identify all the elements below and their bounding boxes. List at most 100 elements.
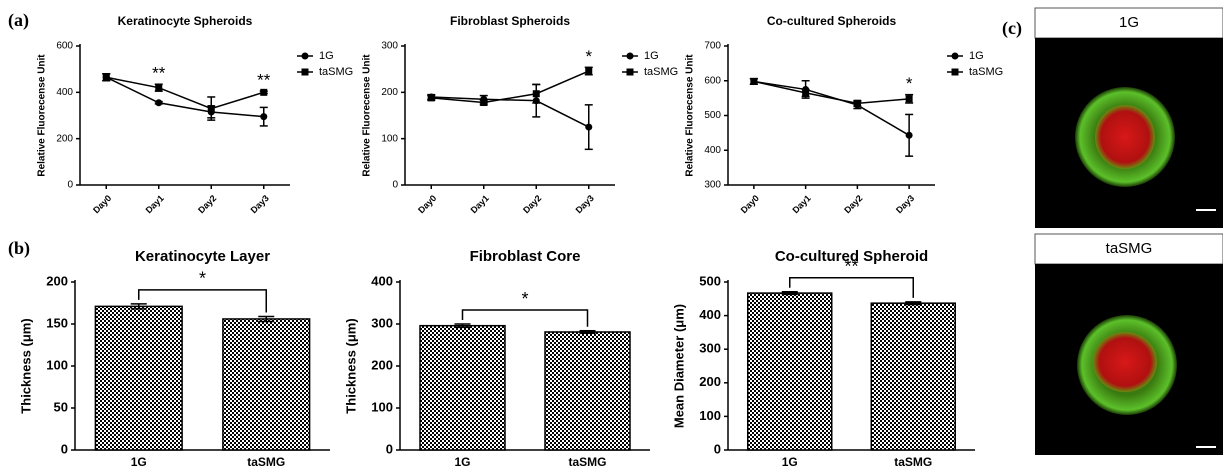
y-tick-label: 100 (699, 408, 721, 423)
series-line (106, 77, 264, 108)
y-tick-label: 100 (381, 133, 398, 144)
series-line (106, 77, 264, 116)
x-tick-label: Day1 (144, 193, 166, 215)
y-tick-label: 700 (704, 41, 721, 52)
y-tick-label: 300 (699, 341, 721, 356)
y-axis-label: Relative Fluorecense Unit (37, 54, 48, 177)
x-tick-label: taSMG (894, 455, 932, 469)
significance-label: ** (844, 256, 858, 276)
legend-label: taSMG (319, 66, 353, 78)
legend-marker (952, 53, 959, 60)
y-tick-label: 200 (699, 374, 721, 389)
significance-label: * (521, 289, 528, 309)
series-line (431, 97, 589, 127)
panel-label: (a) (8, 10, 29, 31)
marker (802, 89, 809, 96)
y-tick-label: 300 (371, 315, 393, 330)
chart-title: Keratinocyte Layer (135, 248, 270, 265)
y-tick-label: 400 (56, 87, 73, 98)
x-tick-label: Day3 (894, 193, 916, 215)
y-tick-label: 0 (67, 180, 73, 191)
legend-label: taSMG (969, 66, 1003, 78)
micrograph-label: taSMG (1106, 240, 1153, 257)
figure: (a) (b) (c) 1G taSMG Keratinocyte Sphero… (0, 0, 1223, 469)
legend-marker (302, 69, 309, 76)
y-axis-label: Thickness (μm) (343, 318, 358, 413)
x-tick-label: 1G (454, 455, 470, 469)
marker (906, 132, 913, 139)
y-axis-label: Relative Fluorecense Unit (362, 54, 373, 177)
legend-marker (627, 69, 634, 76)
significance-label: * (906, 74, 913, 93)
x-tick-label: Day0 (739, 193, 761, 215)
x-tick-label: Day2 (842, 193, 864, 215)
marker (585, 68, 592, 75)
y-tick-label: 400 (371, 273, 393, 288)
y-axis-label: Mean Diameter (μm) (671, 304, 686, 428)
significance-label: * (585, 47, 592, 66)
legend-marker (952, 69, 959, 76)
y-tick-label: 200 (46, 273, 68, 288)
y-tick-label: 500 (699, 273, 721, 288)
y-tick-label: 0 (392, 180, 398, 191)
y-tick-label: 400 (704, 145, 721, 156)
legend-marker (302, 53, 309, 60)
marker (854, 100, 861, 107)
y-tick-label: 500 (704, 110, 721, 121)
legend-label: 1G (969, 50, 984, 62)
x-tick-label: Day1 (469, 193, 491, 215)
y-tick-label: 300 (381, 41, 398, 52)
series-line (754, 81, 909, 135)
significance-bracket (463, 310, 588, 327)
marker (585, 124, 592, 131)
marker (103, 74, 110, 81)
marker (260, 113, 267, 120)
y-tick-label: 200 (381, 87, 398, 98)
micrograph-label: 1G (1119, 14, 1139, 31)
panel-label: (c) (1002, 18, 1022, 39)
micrograph: taSMG (1035, 234, 1223, 455)
y-axis-label: Relative Fluorecense Unit (685, 54, 696, 177)
x-tick-label: 1G (782, 455, 798, 469)
y-tick-label: 0 (386, 441, 393, 456)
bar (95, 306, 182, 450)
bar (748, 293, 832, 450)
marker (533, 90, 540, 97)
chart-title: Fibroblast Core (470, 248, 581, 265)
x-tick-label: Day0 (416, 193, 438, 215)
legend-label: 1G (319, 50, 334, 62)
legend-label: 1G (644, 50, 659, 62)
x-tick-label: 1G (131, 455, 147, 469)
x-tick-label: Day0 (91, 193, 113, 215)
marker (750, 78, 757, 85)
bar (545, 332, 630, 450)
y-tick-label: 50 (54, 399, 68, 414)
chart-title: Co-cultured Spheroids (767, 14, 897, 28)
significance-label: * (199, 269, 206, 289)
marker (260, 89, 267, 96)
marker (906, 95, 913, 102)
y-tick-label: 100 (371, 399, 393, 414)
significance-label: ** (152, 64, 166, 83)
x-tick-label: Day3 (574, 193, 596, 215)
bar (420, 326, 505, 450)
marker (155, 99, 162, 106)
y-tick-label: 100 (46, 357, 68, 372)
bar (223, 319, 310, 450)
x-tick-label: Day1 (790, 193, 812, 215)
marker (428, 94, 435, 101)
legend-marker (627, 53, 634, 60)
y-tick-label: 0 (714, 441, 721, 456)
y-tick-label: 400 (699, 307, 721, 322)
x-tick-label: Day2 (521, 193, 543, 215)
micrograph: 1G (1035, 8, 1223, 228)
y-tick-label: 200 (371, 357, 393, 372)
y-tick-label: 600 (56, 41, 73, 52)
y-tick-label: 300 (704, 180, 721, 191)
marker (155, 84, 162, 91)
panel-label: (b) (8, 238, 30, 259)
y-tick-label: 200 (56, 133, 73, 144)
chart-title: Fibroblast Spheroids (450, 14, 570, 28)
chart-title: Keratinocyte Spheroids (118, 14, 253, 28)
y-tick-label: 150 (46, 315, 68, 330)
